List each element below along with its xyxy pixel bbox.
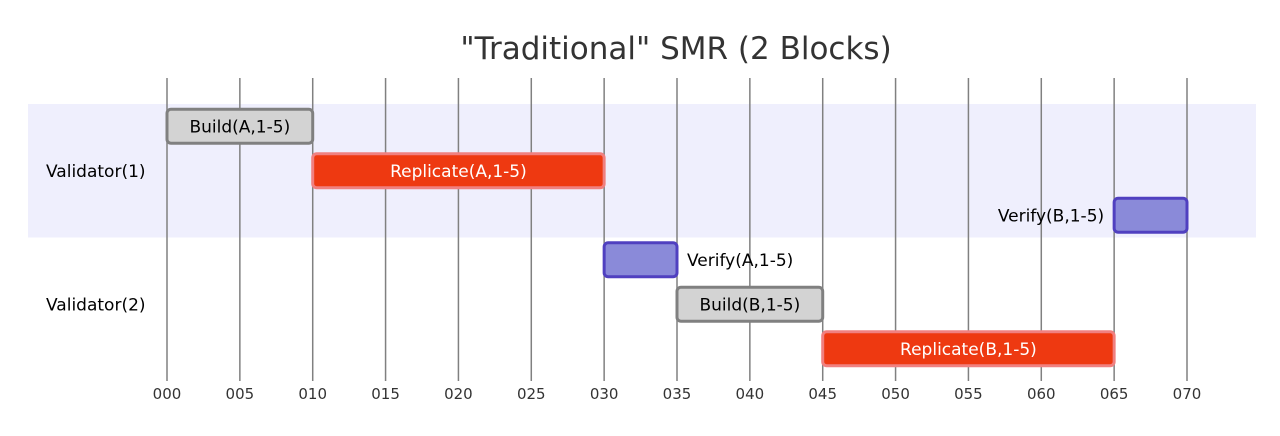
task-label: Build(B,1-5) (699, 295, 800, 315)
task-label: Verify(A,1-5) (687, 251, 793, 271)
tick-label: 030 (590, 385, 619, 403)
tick-label: 040 (736, 385, 765, 403)
replicate-task-bar (311, 152, 606, 190)
tick-label: 070 (1173, 385, 1202, 403)
x-axis-ticks: 000 005 010 015 020 025 030 035 040 045 050 055 060 0… (153, 385, 1202, 403)
tick-label: 045 (808, 385, 837, 403)
tick-label: 015 (371, 385, 400, 403)
tick-label: 005 (226, 385, 255, 403)
tick-label: 065 (1100, 385, 1129, 403)
grid-lines (166, 78, 1188, 381)
build-task-bar (165, 107, 315, 145)
task-label: Replicate(B,1-5) (900, 340, 1037, 360)
tick-label: 010 (298, 385, 327, 403)
tick-label: 050 (881, 385, 910, 403)
verify-task-bar (1112, 196, 1189, 234)
task-label: Replicate(A,1-5) (390, 162, 527, 182)
tick-label: 025 (517, 385, 546, 403)
tick-label: 000 (153, 385, 182, 403)
task-label: Verify(B,1-5) (998, 206, 1104, 226)
task-bars: Build(A,1-5) Replicate(A,1-5) Verify(B,1-5… (165, 107, 1189, 368)
tick-label: 060 (1027, 385, 1056, 403)
tick-label: 020 (444, 385, 473, 403)
tick-label: 055 (954, 385, 983, 403)
task-label: Build(A,1-5) (189, 117, 290, 137)
section-label: Validator(2) (46, 295, 146, 315)
replicate-task-bar (821, 330, 1116, 368)
section-label: Validator(1) (46, 162, 146, 182)
build-task-bar (675, 285, 825, 323)
verify-task-bar (602, 241, 679, 279)
section-labels: Validator(1) Validator(2) (46, 162, 146, 316)
chart-title: "Traditional" SMR (2 Blocks) (460, 31, 891, 67)
tick-label: 035 (663, 385, 692, 403)
